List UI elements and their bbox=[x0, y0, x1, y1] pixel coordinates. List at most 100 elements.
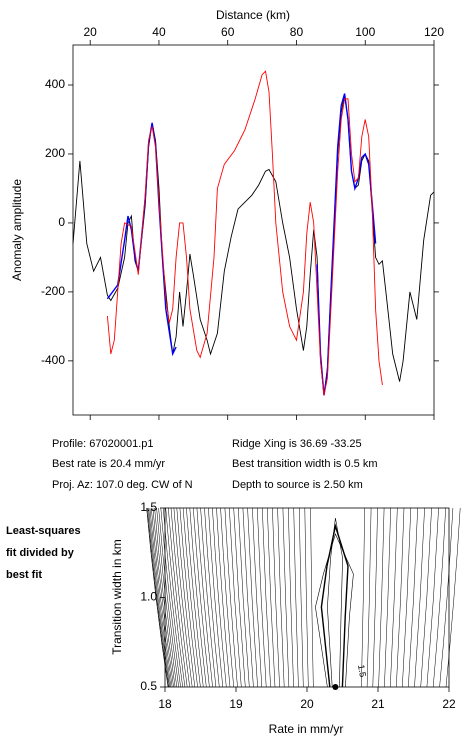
contour-line bbox=[200, 507, 217, 688]
contour-line bbox=[426, 507, 439, 688]
x-tick-label: 80 bbox=[290, 25, 304, 39]
contour-line bbox=[288, 507, 294, 688]
y-tick-label: 0.5 bbox=[140, 679, 157, 693]
contour-line bbox=[193, 507, 210, 688]
contour-line bbox=[304, 507, 309, 688]
y-axis-title: Anomaly amplitude bbox=[10, 179, 24, 281]
contour-line bbox=[384, 507, 391, 688]
contour-line bbox=[396, 507, 405, 688]
x-tick-label: 60 bbox=[221, 25, 235, 39]
x-tick-label: 120 bbox=[424, 25, 444, 39]
contour-line bbox=[247, 507, 258, 688]
note-text: fit divided by bbox=[6, 547, 75, 559]
contour-line bbox=[257, 507, 267, 688]
x-tick-label: 20 bbox=[84, 25, 98, 39]
contour-line bbox=[229, 507, 242, 688]
contour-label: 1.5 bbox=[356, 664, 368, 678]
contour-line bbox=[158, 507, 179, 688]
y-tick-label: 200 bbox=[45, 146, 65, 160]
contour-line bbox=[208, 507, 224, 688]
contour-line bbox=[432, 507, 446, 688]
contour-line bbox=[212, 507, 227, 688]
contour-line bbox=[160, 507, 181, 688]
y-tick-label: 1.5 bbox=[140, 500, 157, 514]
contour-line bbox=[233, 507, 246, 688]
x-tick-label: 20 bbox=[300, 697, 314, 711]
contour-line bbox=[170, 507, 190, 688]
contour-line bbox=[224, 507, 238, 688]
contour-line bbox=[148, 507, 171, 688]
anomaly-line bbox=[106, 93, 377, 396]
contour-line bbox=[272, 507, 280, 688]
contour-line bbox=[414, 507, 425, 688]
contour-line bbox=[186, 507, 204, 688]
contour-line bbox=[216, 507, 231, 688]
info-text: Depth to source is 2.50 km bbox=[232, 479, 363, 491]
x-axis-title: Rate in mm/yr bbox=[269, 722, 344, 736]
contour-line bbox=[149, 507, 172, 688]
note-text: Least-squares bbox=[6, 525, 81, 537]
contour-line bbox=[262, 507, 271, 688]
y-axis-title: Transition width in km bbox=[110, 539, 124, 655]
contour-line bbox=[408, 507, 418, 688]
contour-line bbox=[196, 507, 213, 688]
info-text: Ridge Xing is 36.69 -33.25 bbox=[232, 438, 362, 450]
info-text: Best rate is 20.4 mm/yr bbox=[52, 458, 165, 470]
y-tick-label: 0 bbox=[58, 215, 65, 229]
contour-line bbox=[176, 507, 196, 688]
y-tick-label: -400 bbox=[41, 353, 65, 367]
contour-line bbox=[378, 507, 385, 688]
contour-line bbox=[361, 507, 365, 688]
contour-line bbox=[156, 507, 178, 688]
contour-line bbox=[420, 507, 432, 688]
contour-line bbox=[320, 523, 349, 688]
contour-line bbox=[168, 507, 188, 688]
info-text: Best transition width is 0.5 km bbox=[232, 458, 378, 470]
contour-line bbox=[267, 507, 276, 688]
contour-line bbox=[173, 507, 193, 688]
contour-line bbox=[298, 507, 304, 688]
contour-line bbox=[189, 507, 207, 688]
best-fit-point bbox=[332, 684, 339, 690]
x-tick-label: 22 bbox=[442, 697, 456, 711]
x-tick-label: 21 bbox=[371, 697, 385, 711]
contour-line bbox=[315, 533, 354, 688]
y-tick-label: -200 bbox=[41, 284, 65, 298]
x-tick-label: 18 bbox=[158, 697, 172, 711]
x-tick-label: 19 bbox=[229, 697, 243, 711]
anomaly-line bbox=[72, 95, 435, 396]
contour-line bbox=[238, 507, 250, 688]
contour-line bbox=[327, 517, 343, 688]
x-axis-title: Distance (km) bbox=[216, 8, 290, 22]
contour-line bbox=[147, 507, 170, 688]
contour-lines bbox=[146, 507, 461, 688]
contour-line bbox=[390, 507, 398, 688]
contour-line bbox=[165, 507, 186, 688]
anomaly-line bbox=[106, 70, 383, 396]
contour-line bbox=[179, 507, 198, 688]
contour-line bbox=[282, 507, 290, 688]
contour-line bbox=[366, 507, 372, 688]
contour-line bbox=[242, 507, 254, 688]
note-text: best fit bbox=[6, 569, 42, 581]
contour-line bbox=[372, 507, 378, 688]
contour-line bbox=[310, 507, 314, 688]
contour-line bbox=[439, 507, 454, 688]
contour-line bbox=[220, 507, 234, 688]
contour-line bbox=[445, 507, 461, 688]
x-tick-label: 100 bbox=[355, 25, 375, 39]
x-tick-label: 40 bbox=[152, 25, 166, 39]
plot-frame bbox=[164, 507, 450, 688]
info-text: Proj. Az: 107.0 deg. CW of N bbox=[52, 479, 193, 491]
contour-line bbox=[293, 507, 299, 688]
contour-line bbox=[204, 507, 220, 688]
contour-line bbox=[252, 507, 263, 688]
plot-frame bbox=[72, 44, 435, 416]
info-text: Profile: 67020001.p1 bbox=[52, 438, 154, 450]
y-tick-label: 1.0 bbox=[140, 590, 157, 604]
contour-line bbox=[277, 507, 285, 688]
y-tick-label: 400 bbox=[45, 77, 65, 91]
contour-line bbox=[402, 507, 412, 688]
contour-line bbox=[182, 507, 201, 688]
